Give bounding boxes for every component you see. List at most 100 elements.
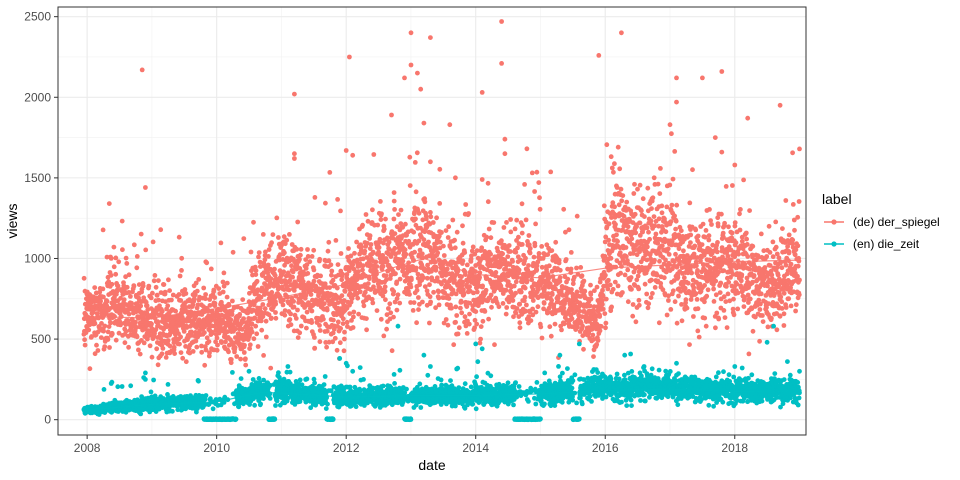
data-point-der-spiegel (500, 251, 505, 257)
data-point-der-spiegel (607, 282, 613, 288)
data-point-der-spiegel (393, 271, 398, 277)
data-point-der-spiegel (397, 300, 403, 306)
data-point-der-spiegel (744, 236, 749, 242)
data-point-der-spiegel (344, 272, 350, 277)
data-point-der-spiegel (263, 334, 269, 340)
data-point-der-spiegel (470, 244, 476, 250)
data-point-der-spiegel (536, 286, 541, 292)
data-point-der-spiegel (503, 311, 509, 317)
data-point-der-spiegel (106, 324, 112, 329)
data-point-der-spiegel (257, 305, 263, 311)
data-point-der-spiegel (118, 295, 123, 301)
data-point-der-spiegel (676, 293, 681, 299)
data-point-der-spiegel (453, 175, 458, 181)
data-point-der-spiegel (324, 328, 330, 334)
data-point-der-spiegel (291, 299, 296, 304)
data-point-der-spiegel (102, 323, 108, 329)
data-point-der-spiegel (338, 326, 343, 331)
data-point-der-spiegel (496, 304, 502, 310)
data-point-der-spiegel (166, 277, 171, 283)
data-point-der-spiegel (288, 322, 294, 328)
data-point-der-spiegel (795, 243, 801, 249)
data-point-der-spiegel (458, 299, 464, 305)
data-point-der-spiegel (681, 248, 686, 254)
data-point-der-spiegel (81, 275, 87, 281)
data-point-der-spiegel (477, 340, 483, 346)
data-point-der-spiegel (97, 289, 103, 295)
data-point-der-spiegel (362, 248, 368, 254)
data-point-der-spiegel (167, 288, 173, 293)
data-point-der-spiegel (769, 272, 775, 278)
data-point-der-spiegel (201, 285, 207, 291)
data-point-der-spiegel (751, 273, 757, 278)
data-point-der-spiegel (376, 245, 382, 250)
data-point-der-spiegel (674, 320, 680, 326)
data-point-der-spiegel (769, 315, 774, 321)
data-point-der-spiegel (366, 294, 372, 300)
data-point-der-spiegel (408, 284, 414, 290)
data-point-der-spiegel (176, 292, 182, 297)
data-point-der-spiegel (367, 276, 372, 282)
data-point-der-spiegel (207, 350, 212, 356)
data-point-der-spiegel (434, 215, 439, 221)
data-point-der-spiegel (566, 227, 572, 233)
data-point-der-spiegel (152, 273, 158, 278)
data-point-der-spiegel (515, 245, 520, 251)
data-point-der-spiegel (582, 288, 588, 294)
data-point-der-spiegel (253, 272, 259, 277)
data-point-der-spiegel (557, 278, 563, 284)
data-point-der-spiegel (512, 226, 518, 232)
data-point-der-spiegel (428, 299, 433, 305)
data-point-der-spiegel (502, 151, 508, 157)
data-point-der-spiegel (657, 258, 662, 264)
data-point-der-spiegel (177, 341, 182, 347)
data-point-der-spiegel (682, 285, 688, 291)
data-point-der-spiegel (485, 180, 491, 186)
data-point-der-spiegel (713, 278, 719, 284)
data-point-der-spiegel (477, 270, 483, 276)
data-point-der-spiegel (394, 296, 400, 301)
data-point-der-spiegel (796, 258, 802, 264)
data-point-der-spiegel (400, 241, 405, 247)
data-point-der-spiegel (659, 203, 665, 209)
data-point-der-spiegel (347, 311, 353, 316)
data-point-der-spiegel (373, 259, 379, 265)
data-point-der-spiegel (106, 201, 112, 207)
data-point-der-spiegel (354, 239, 359, 245)
data-point-der-spiegel (452, 245, 458, 251)
data-point-der-spiegel (708, 218, 713, 224)
data-point-der-spiegel (270, 232, 276, 238)
data-point-der-spiegel (761, 248, 767, 254)
data-point-der-spiegel (702, 234, 708, 240)
data-point-der-spiegel (700, 75, 705, 81)
data-point-der-spiegel (569, 287, 574, 292)
data-point-der-spiegel (618, 270, 623, 276)
data-point-der-spiegel (364, 316, 369, 321)
data-point-die-zeit (128, 383, 134, 389)
data-point-der-spiegel (679, 302, 684, 307)
data-point-der-spiegel (563, 257, 569, 262)
data-point-der-spiegel (453, 304, 459, 310)
data-point-der-spiegel (294, 246, 300, 252)
data-point-der-spiegel (555, 295, 561, 301)
data-point-der-spiegel (623, 254, 629, 259)
data-point-der-spiegel (360, 222, 365, 228)
data-point-der-spiegel (617, 166, 623, 172)
data-point-der-spiegel (259, 327, 265, 333)
data-point-der-spiegel (415, 271, 421, 277)
data-point-der-spiegel (636, 286, 642, 292)
data-point-der-spiegel (266, 254, 271, 259)
data-point-der-spiegel (292, 156, 297, 161)
data-point-der-spiegel (249, 329, 255, 335)
data-point-der-spiegel (394, 279, 400, 285)
data-point-der-spiegel (502, 136, 508, 142)
data-point-der-spiegel (106, 279, 111, 285)
data-point-der-spiegel (790, 202, 796, 207)
data-point-der-spiegel (467, 284, 472, 290)
data-point-der-spiegel (568, 250, 574, 255)
data-point-der-spiegel (764, 305, 769, 310)
data-point-der-spiegel (651, 214, 657, 220)
data-point-der-spiegel (645, 244, 650, 250)
data-point-der-spiegel (474, 321, 480, 327)
data-point-der-spiegel (672, 213, 677, 219)
